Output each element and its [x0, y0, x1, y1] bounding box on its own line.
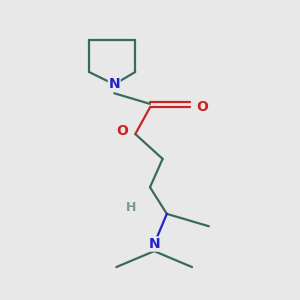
Text: N: N: [108, 77, 120, 92]
Text: O: O: [196, 100, 208, 114]
Text: O: O: [117, 124, 129, 138]
Text: H: H: [126, 201, 136, 214]
Text: N: N: [148, 237, 160, 251]
